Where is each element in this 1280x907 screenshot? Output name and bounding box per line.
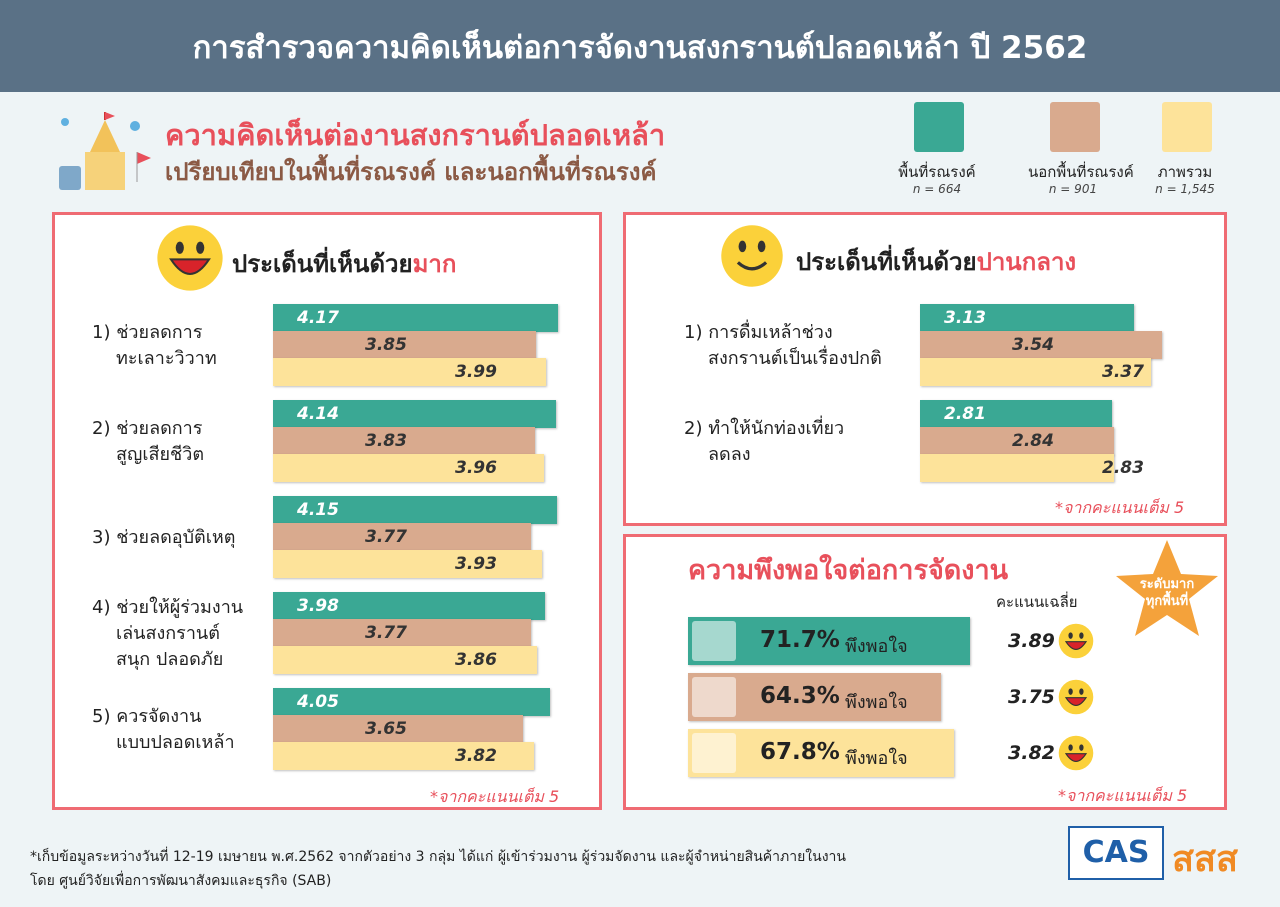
bar <box>273 742 535 770</box>
bar-label: 3.93 <box>455 554 497 574</box>
legend-label: นอกพื้นที่รณรงค์ <box>1028 163 1134 181</box>
legend-swatch <box>914 102 964 152</box>
sandcastle-icon <box>59 112 151 190</box>
bar-label: 3.13 <box>944 308 986 328</box>
bar <box>273 550 542 578</box>
title-text: ประเด็นที่เห็นด้วย <box>232 250 413 278</box>
bar-icon <box>692 677 736 717</box>
logo-sss: สสส <box>1172 839 1238 880</box>
bar-label: 3.99 <box>455 362 497 382</box>
score-header: คะแนนเฉลี่ย <box>996 593 1078 611</box>
panel-title: ประเด็นที่เห็นด้วยปานกลาง <box>796 242 1076 281</box>
bar <box>920 304 1135 332</box>
footnote: โดย ศูนย์วิจัยเพื่อการพัฒนาสังคมและธุรกิ… <box>30 873 332 889</box>
value-label: 64.3% <box>760 683 840 709</box>
bar-label: 4.15 <box>297 500 339 520</box>
bar-label: 3.54 <box>1012 335 1054 355</box>
category-label: 3) ช่วยลดอุบัติเหตุ <box>92 527 236 548</box>
legend-swatch <box>1050 102 1100 152</box>
bar-label: 3.83 <box>365 431 407 451</box>
bar-label: 4.14 <box>297 404 339 424</box>
legend-label: พื้นที่รณรงค์ <box>898 163 976 181</box>
bar-label: 2.83 <box>1102 458 1144 478</box>
value-label: 71.7% <box>760 627 840 653</box>
note: *จากคะแนนเต็ม 5 <box>1055 498 1185 517</box>
bar-label: 3.77 <box>365 623 407 643</box>
category-label: 1) การดื่มเหล้าช่วง สงกรานต์เป็นเรื่องปก… <box>684 322 882 369</box>
bar-label: 3.86 <box>455 650 497 670</box>
bar-icon <box>692 621 736 661</box>
score: 3.75 <box>1008 686 1055 708</box>
title-text: ประเด็นที่เห็นด้วย <box>796 248 977 276</box>
smiley-icon <box>1058 679 1094 715</box>
score: 3.82 <box>1008 742 1055 764</box>
bar <box>273 496 557 524</box>
bar-label: 3.77 <box>365 527 407 547</box>
bar-label: 3.82 <box>455 746 497 766</box>
category-label: 1) ช่วยลดการ ทะเลาะวิวาท <box>92 322 217 369</box>
bar-label: 2.81 <box>944 404 986 424</box>
legend-n: n = 664 <box>912 182 962 196</box>
bar-label: 3.37 <box>1102 362 1144 382</box>
bar <box>273 619 531 647</box>
legend-label: ภาพรวม <box>1157 163 1213 181</box>
logo-cas: CAS <box>1068 826 1164 880</box>
footnote: *เก็บข้อมูลระหว่างวันที่ 12-19 เมษายน พ.… <box>30 849 846 865</box>
title-emphasis: มาก <box>412 250 457 278</box>
note: *จากคะแนนเต็ม 5 <box>430 787 560 806</box>
bar <box>273 715 523 743</box>
bar <box>273 454 544 482</box>
category-label: 5) ควรจัดงาน แบบปลอดเหล้า <box>92 706 235 753</box>
bar <box>273 427 535 455</box>
panel-title: ความพึงพอใจต่อการจัดงาน <box>688 555 1009 586</box>
bar-label: 3.85 <box>365 335 407 355</box>
subtitle: เปรียบเทียบในพื้นที่รณรงค์ และนอกพื้นที่… <box>165 158 657 186</box>
bar <box>920 331 1163 359</box>
title-emphasis: ปานกลาง <box>976 248 1077 276</box>
header-bar <box>0 0 1280 92</box>
legend-n: n = 901 <box>1048 182 1098 196</box>
subtitle: ความคิดเห็นต่องานสงกรานต์ปลอดเหล้า <box>165 118 666 152</box>
badge-text: ระดับมาก ทุกพื้นที่ <box>1139 577 1195 609</box>
star-badge <box>1116 540 1218 636</box>
bar <box>273 592 546 620</box>
bar <box>273 358 546 386</box>
bar <box>273 688 551 716</box>
bar <box>920 427 1115 455</box>
page-title: การสำรวจความคิดเห็นต่อการจัดงานสงกรานต์ป… <box>192 30 1088 66</box>
smiley-icon <box>1058 735 1094 771</box>
category-label: 4) ช่วยให้ผู้ร่วมงาน เล่นสงกรานต์ สนุก ป… <box>92 597 244 670</box>
note: *จากคะแนนเต็ม 5 <box>1058 786 1188 805</box>
category-label: 2) ช่วยลดการ สูญเสียชีวิต <box>92 418 205 465</box>
bar <box>273 523 531 551</box>
score: 3.89 <box>1008 630 1055 652</box>
bar <box>273 304 559 332</box>
bar-label: 4.17 <box>297 308 339 328</box>
panel-title: ประเด็นที่เห็นด้วยมาก <box>232 244 456 283</box>
bar-label: 3.98 <box>297 596 339 616</box>
bar-label: 3.96 <box>455 458 497 478</box>
bar <box>920 400 1113 428</box>
legend-swatch <box>1162 102 1212 152</box>
bar-text: พึงพอใจ <box>845 748 908 769</box>
bar-text: พึงพอใจ <box>845 636 908 657</box>
bar <box>273 646 538 674</box>
bar <box>920 454 1114 482</box>
bar <box>273 331 537 359</box>
bar-text: พึงพอใจ <box>845 692 908 713</box>
bar <box>920 358 1151 386</box>
bar <box>273 400 557 428</box>
smiley-icon <box>1058 623 1094 659</box>
category-label: 2) ทำให้นักท่องเที่ยว ลดลง <box>684 418 845 465</box>
bar-icon <box>692 733 736 773</box>
legend-n: n = 1,545 <box>1155 182 1215 196</box>
smiley-icon <box>157 225 223 291</box>
bar-label: 2.84 <box>1012 431 1054 451</box>
value-label: 67.8% <box>760 739 840 765</box>
smiley-icon <box>721 225 783 287</box>
bar-label: 4.05 <box>297 692 339 712</box>
bar-label: 3.65 <box>365 719 407 739</box>
